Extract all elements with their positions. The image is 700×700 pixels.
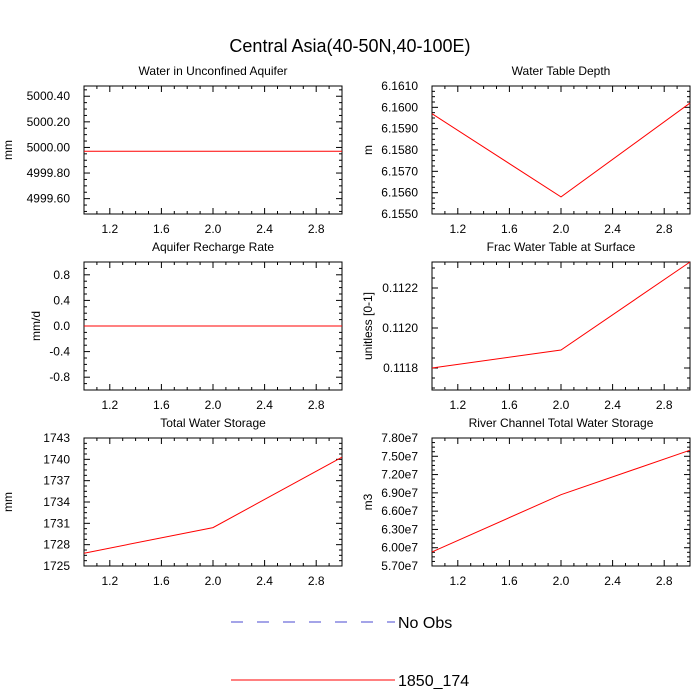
x-tick-label: 1.2 [449,398,466,412]
x-tick-label: 1.2 [101,222,118,236]
series-line-1850-174 [431,261,691,369]
x-tick-label: 2.4 [256,222,273,236]
x-tick-label: 2.0 [205,398,222,412]
x-tick-label: 1.2 [449,574,466,588]
y-axis-label: mm [1,492,15,512]
x-tick-label: 1.6 [153,222,170,236]
plot-frame [431,85,691,215]
y-tick-label: 4999.80 [27,166,71,180]
panel-frac-water-table: Frac Water Table at Surface 1.2 1.6 2.0 2.4 2… [361,240,691,412]
y-tick-label: -0.4 [49,345,70,359]
y-tick-label: 6.90e7 [381,486,418,500]
legend-label-1850-174: 1850_174 [398,673,469,690]
series-line-1850-174 [83,456,343,554]
x-tick-label: 2.8 [308,574,325,588]
x-tick-label: 2.4 [256,574,273,588]
y-tick-label: 0.4 [53,293,70,307]
panel-total-water-storage: Total Water Storage 1.2 1.6 2.0 2.4 2.8 1725 17… [1,416,343,588]
y-tick-label: 0.1120 [382,321,418,335]
panels: Water in Unconfined Aquifer 1.2 1.6 2.0 2.4 2… [1,64,691,588]
panel-recharge-rate: Aquifer Recharge Rate 1.2 1.6 2.0 2.4 2.8 -0.8… [29,240,343,412]
x-tick-label: 2.0 [205,574,222,588]
y-tick-label: 6.60e7 [381,504,418,518]
y-tick-label: 1737 [43,474,70,488]
x-tick-label: 2.8 [308,398,325,412]
x-tick-label: 2.0 [205,222,222,236]
x-tick-label: 2.4 [604,222,621,236]
panel-title: Water in Unconfined Aquifer [139,64,288,78]
x-tick-label: 2.8 [656,222,673,236]
y-tick-label: 6.1560 [381,186,418,200]
y-axis-label: m3 [361,493,375,510]
y-tick-label: 0.8 [53,268,70,282]
series-line-1850-174 [431,449,691,553]
panel-title: Frac Water Table at Surface [487,240,636,254]
y-tick-label: 6.00e7 [381,541,418,555]
x-tick-label: 2.0 [553,398,570,412]
x-tick-label: 2.0 [553,574,570,588]
y-tick-label: 1725 [43,559,70,573]
x-tick-label: 2.8 [308,222,325,236]
y-tick-label: 1740 [43,452,70,466]
y-axis-label: mm [1,140,15,160]
x-tick-label: 1.6 [153,574,170,588]
x-tick-label: 2.8 [656,398,673,412]
plot-frame [83,437,343,567]
y-tick-label: 0.0 [53,319,70,333]
panel-title: River Channel Total Water Storage [469,416,654,430]
y-tick-label: 0.1118 [383,361,418,375]
y-tick-label: -0.8 [49,370,70,384]
plot-frame [431,437,691,567]
y-tick-label: 6.30e7 [381,522,418,536]
figure-title: Central Asia(40-50N,40-100E) [229,36,470,56]
y-tick-label: 4999.60 [27,192,71,206]
panel-river-channel-storage: River Channel Total Water Storage 1.2 1.6 2… [361,416,691,588]
x-tick-label: 2.4 [604,574,621,588]
y-tick-label: 6.1600 [381,100,418,114]
y-tick-label: 5000.40 [27,89,71,103]
panel-title: Aquifer Recharge Rate [152,240,274,254]
y-tick-label: 0.1122 [382,281,418,295]
y-axis-label: mm/d [29,311,43,341]
x-tick-label: 2.8 [656,574,673,588]
x-tick-label: 1.6 [501,398,518,412]
x-tick-label: 2.4 [604,398,621,412]
y-tick-label: 6.1580 [381,143,418,157]
x-tick-label: 2.4 [256,398,273,412]
panel-aquifer-water: Water in Unconfined Aquifer 1.2 1.6 2.0 2.4 2… [1,64,343,236]
y-axis-label: unitless [0-1] [361,292,375,360]
y-tick-label: 5000.20 [27,115,71,129]
x-tick-label: 1.2 [101,398,118,412]
plot-frame [83,85,343,215]
y-tick-label: 6.1610 [381,79,418,93]
y-axis-label: m [361,145,375,155]
x-tick-label: 2.0 [553,222,570,236]
series-line-1850-174 [431,102,691,198]
x-tick-label: 1.2 [101,574,118,588]
x-tick-label: 1.2 [449,222,466,236]
y-tick-label: 1728 [43,538,70,552]
y-tick-label: 6.1590 [381,122,418,136]
y-tick-label: 7.50e7 [381,449,418,463]
panel-title: Total Water Storage [160,416,266,430]
y-tick-label: 5000.00 [27,140,71,154]
x-tick-label: 1.6 [153,398,170,412]
y-tick-label: 6.1570 [381,164,418,178]
y-tick-label: 5.70e7 [381,559,418,573]
y-tick-label: 6.1550 [381,207,418,221]
x-tick-label: 1.6 [501,222,518,236]
legend: No Obs 1850_174 [231,615,469,690]
plot-frame [431,261,691,391]
y-tick-label: 1743 [43,431,70,445]
legend-label-no-obs: No Obs [398,615,452,632]
panel-water-table-depth: Water Table Depth 1.2 1.6 2.0 2.4 2.8 6.1550 6.… [361,64,691,236]
y-tick-label: 1731 [43,516,70,530]
y-tick-label: 1734 [43,495,70,509]
panel-title: Water Table Depth [512,64,611,78]
y-tick-label: 7.80e7 [381,431,418,445]
x-tick-label: 1.6 [501,574,518,588]
y-tick-label: 7.20e7 [381,468,418,482]
